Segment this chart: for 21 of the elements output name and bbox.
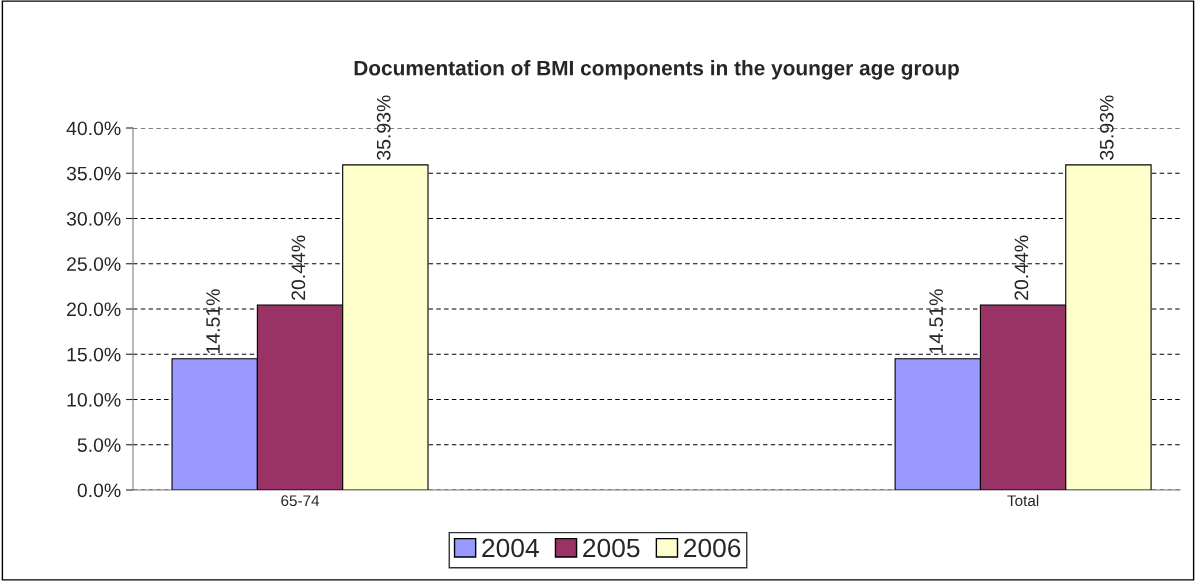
chart-title: Documentation of BMI components in the younger age group bbox=[354, 60, 959, 80]
data-label: 14.51% bbox=[206, 289, 220, 354]
legend-label: 2006 bbox=[684, 538, 741, 558]
data-label: 14.51% bbox=[929, 289, 943, 354]
data-label: 35.93% bbox=[1099, 95, 1114, 160]
legend-label: 2004 bbox=[482, 538, 539, 558]
data-label: 20.44% bbox=[291, 235, 306, 300]
data-label: 35.93% bbox=[376, 95, 391, 160]
x-tick-label: 65-74 bbox=[281, 495, 320, 507]
x-tick-label: Total bbox=[1007, 494, 1039, 507]
y-tick-label: 35.0% bbox=[66, 166, 121, 181]
data-label: 20.44% bbox=[1014, 235, 1029, 300]
y-tick-label: 10.0% bbox=[67, 392, 121, 407]
y-tick-label: 15.0% bbox=[67, 347, 121, 362]
y-tick-label: 40.0% bbox=[66, 121, 121, 136]
y-tick-label: 20.0% bbox=[67, 302, 121, 317]
y-tick-label: 30.0% bbox=[66, 211, 121, 226]
legend-label: 2005 bbox=[583, 538, 640, 558]
y-tick-label: 25.0% bbox=[67, 257, 121, 271]
y-tick-label: 0.0% bbox=[77, 483, 121, 498]
y-tick-label: 5.0% bbox=[77, 438, 121, 452]
